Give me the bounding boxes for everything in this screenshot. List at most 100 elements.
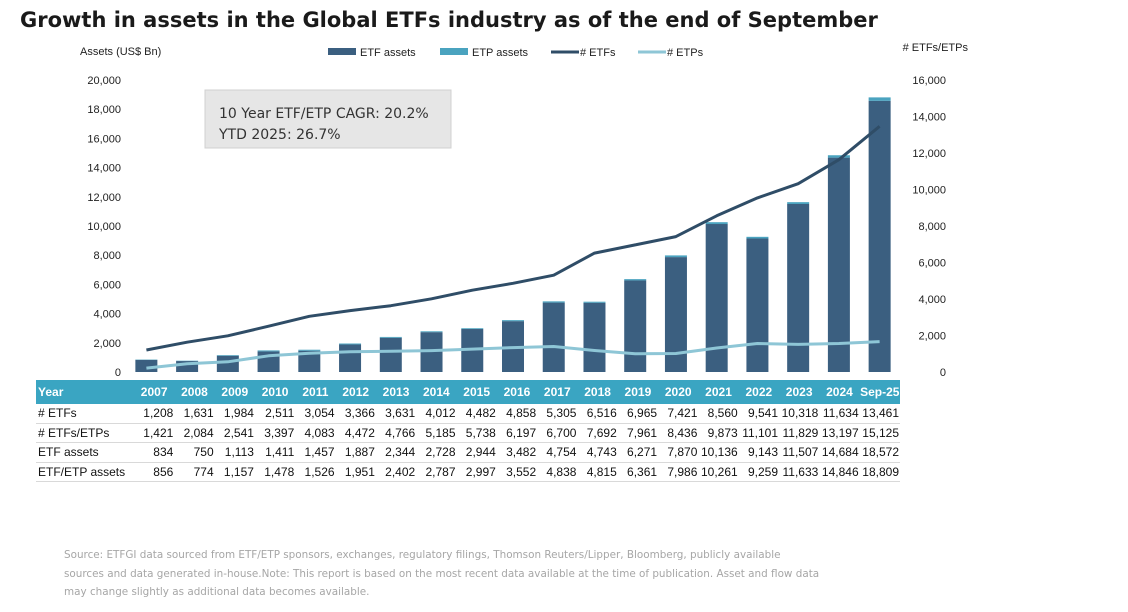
table-cell: 7,692: [577, 423, 618, 443]
table-cell: 856: [134, 462, 175, 482]
table-cell: 6,516: [577, 404, 618, 424]
table-year-header: 2022: [738, 380, 779, 404]
table-cell: 5,185: [416, 423, 457, 443]
etp-assets-bar: [664, 255, 687, 258]
table-cell: 1,208: [134, 404, 175, 424]
table-cell: 4,083: [295, 423, 336, 443]
etf-assets-bar: [827, 157, 850, 372]
table-cell: 9,541: [738, 404, 779, 424]
etp-assets-bar: [705, 222, 728, 225]
left-tick-label: 4,000: [93, 309, 121, 321]
table-cell: 3,552: [496, 462, 538, 482]
table-cell: 2,728: [416, 442, 457, 463]
table-row: # ETFs/ETPs 1,421 2,084 2,541 3,397 4,083 4,47…: [36, 423, 900, 443]
table-cell: 2,541: [214, 423, 255, 443]
table-cell: 11,507: [779, 442, 820, 463]
table-cell: 4,482: [456, 404, 497, 424]
table-year-header: 2017: [537, 380, 578, 404]
right-tick-label: 8,000: [918, 221, 946, 233]
etf-assets-bar: [664, 257, 687, 372]
etp-assets-bar: [257, 350, 280, 352]
legend-label-2: ETP assets: [472, 47, 529, 59]
table-cell: 18,809: [859, 462, 900, 482]
table-year-header: 2010: [254, 380, 296, 404]
table-year-header: 2016: [496, 380, 538, 404]
etf-assets-bar: [583, 302, 606, 372]
table-year-header: Sep-25: [859, 380, 900, 404]
table-cell: 1,984: [214, 404, 255, 424]
table-cell: 1,526: [295, 462, 336, 482]
table-cell: 2,511: [254, 404, 296, 424]
etp-assets-bar: [542, 301, 565, 303]
table-cell: 3,482: [496, 442, 538, 463]
legend-swatch-2: [440, 48, 468, 55]
table-year-header: 2024: [819, 380, 860, 404]
legend-label-3: # ETFs: [580, 47, 616, 59]
table-row-label: ETF assets: [36, 442, 134, 463]
table-cell: 6,700: [537, 423, 578, 443]
left-tick-label: 20,000: [87, 75, 121, 87]
right-tick-label: 12,000: [912, 148, 946, 160]
table-cell: 7,961: [617, 423, 659, 443]
table-cell: 2,084: [174, 423, 215, 443]
right-tick-label: 16,000: [912, 75, 946, 87]
etp-assets-bar: [502, 320, 524, 322]
etp-assets-bar: [216, 355, 239, 356]
etp-assets-bar: [461, 328, 484, 330]
data-table: Year 2007 2008 2009 2010 2011 2012 2013 2014 2015…: [36, 380, 900, 482]
table-cell: 6,361: [617, 462, 659, 482]
table-cell: 7,421: [658, 404, 699, 424]
table-cell: 1,421: [134, 423, 175, 443]
table-cell: 2,997: [456, 462, 497, 482]
table-cell: 9,873: [698, 423, 739, 443]
right-tick-label: 0: [940, 367, 946, 379]
table-year-header: 2009: [214, 380, 255, 404]
table-cell: 7,870: [658, 442, 699, 463]
etp-assets-bar: [746, 236, 769, 239]
table-cell: 11,829: [779, 423, 820, 443]
table-cell: 6,271: [617, 442, 659, 463]
table-cell: 4,838: [537, 462, 578, 482]
table-cell: 4,815: [577, 462, 618, 482]
table-year-header: 2021: [698, 380, 739, 404]
table-cell: 14,684: [819, 442, 860, 463]
cagr-annotation-line-1: 10 Year ETF/ETP CAGR: 20.2%: [219, 106, 429, 122]
etf-assets-bar: [624, 280, 647, 372]
etf-assets-bar: [379, 337, 402, 372]
table-cell: 13,197: [819, 423, 860, 443]
etf-assets-bar: [705, 224, 728, 372]
table-cell: 1,113: [214, 442, 255, 463]
table-cell: 3,397: [254, 423, 296, 443]
table-cell: 11,101: [738, 423, 779, 443]
etf-assets-bar: [542, 302, 565, 372]
table-cell: 13,461: [859, 404, 900, 424]
table-year-header: 2011: [295, 380, 336, 404]
table-year-header: 2018: [577, 380, 618, 404]
table-cell: 750: [174, 442, 215, 463]
etp-assets-bar: [420, 331, 443, 333]
table-cell: 4,012: [416, 404, 457, 424]
right-tick-label: 10,000: [912, 185, 946, 197]
table-cell: 7,986: [658, 462, 699, 482]
table-year-header: 2015: [456, 380, 497, 404]
table-year-header: 2014: [416, 380, 457, 404]
table-cell: 3,631: [375, 404, 417, 424]
legend-swatch-1: [328, 48, 356, 55]
table-cell: 2,344: [375, 442, 417, 463]
cagr-annotation-box: [204, 89, 452, 149]
table-cell: 11,634: [819, 404, 860, 424]
table-cell: 774: [174, 462, 215, 482]
page-title: Growth in assets in the Global ETFs indu…: [20, 8, 878, 32]
table-cell: 15,125: [859, 423, 900, 443]
etps-count-line: [146, 340, 880, 370]
table-cell: 1,887: [335, 442, 376, 463]
table-cell: 10,136: [698, 442, 739, 463]
right-tick-label: 6,000: [918, 258, 946, 270]
table-cell: 1,411: [254, 442, 296, 463]
table-cell: 9,143: [738, 442, 779, 463]
table-cell: 9,259: [738, 462, 779, 482]
table-cell: 11,633: [779, 462, 820, 482]
left-tick-label: 6,000: [93, 279, 121, 291]
etp-assets-bar: [787, 202, 810, 204]
table-year-header: 2007: [134, 380, 175, 404]
